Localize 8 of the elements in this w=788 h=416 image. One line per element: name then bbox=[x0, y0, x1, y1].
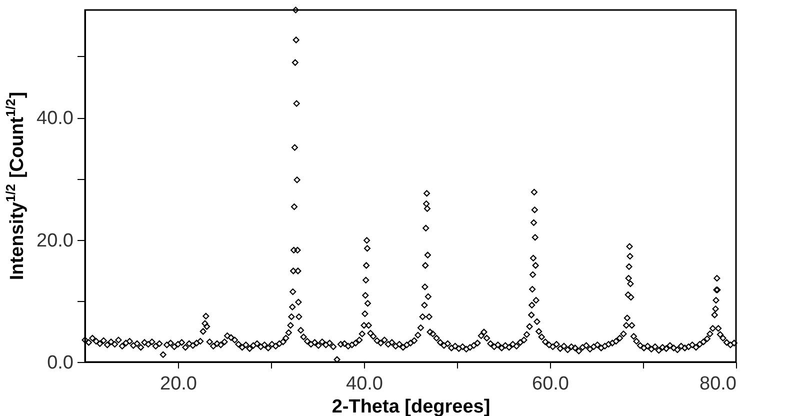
x-tick-label: 60.0 bbox=[532, 374, 569, 394]
x-tick-label: 80.0 bbox=[700, 374, 736, 394]
y-tick-label: 0.0 bbox=[47, 352, 74, 374]
y-tick-label: 20.0 bbox=[36, 230, 74, 252]
y-tick-label: 40.0 bbox=[36, 108, 74, 130]
x-tick-label: 20.0 bbox=[160, 374, 197, 394]
x-tick-label: 40.0 bbox=[346, 374, 383, 394]
y-axis-title: Intensity1/2 [Count1/2] bbox=[3, 92, 28, 280]
